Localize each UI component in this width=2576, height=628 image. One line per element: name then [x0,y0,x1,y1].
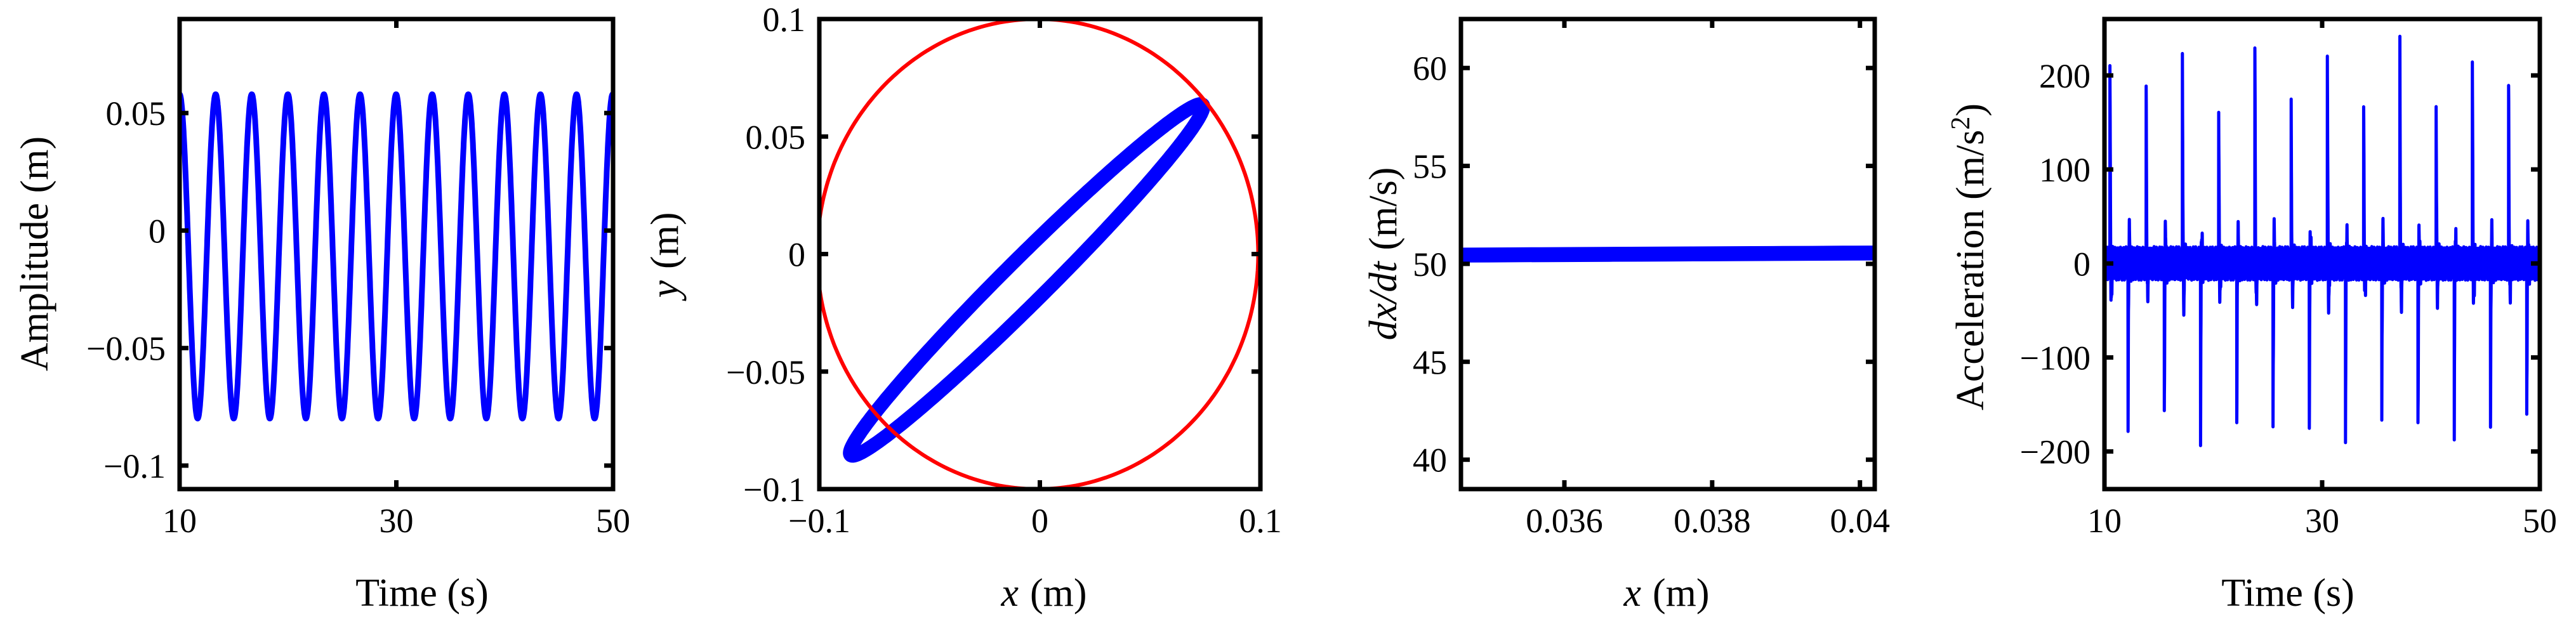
acceleration-ytick-label-2: 0 [2073,245,2091,283]
phase-ylabel: dx/dt (m/s) [1362,167,1405,341]
amplitude-xlabel: Time (s) [355,572,489,615]
orbit-xtick-label-0: −0.1 [788,502,850,540]
acceleration-ytick-label-4: −200 [2020,433,2091,471]
orbit-ytick-label-3: −0.05 [726,353,805,391]
amplitude-series-layer [180,91,613,422]
orbit-ylabel-var: y [644,280,687,302]
acceleration-xtick-label-0: 10 [2087,502,2122,540]
amplitude-ytick-label-1: 0 [149,212,166,250]
acceleration-xtick-label-1: 30 [2305,502,2339,540]
acceleration-ylabel-text: Acceleration (m/s [1949,130,1992,410]
amplitude-ytick-label-0: 0.05 [106,95,166,133]
amplitude-xtick-label-2: 50 [596,502,630,540]
phase-xtick-label-0: 0.036 [1526,502,1603,540]
phase-xlabel: x (m) [1623,572,1709,615]
panel-amplitude: 10 30 50 0.05 0 −0.05 −0.1 Time (s) Amplitude … [13,16,630,615]
orbit-ylabel-unit: (m) [644,212,687,269]
phase-series-layer [1461,245,1875,263]
phase-ytick-label-0: 60 [1413,49,1447,88]
phase-xlabel-var: x [1623,572,1641,615]
amplitude-ytick-label-2: −0.05 [86,330,166,368]
phase-xlabel-unit: (m) [1653,572,1710,615]
phase-ylabel-var: dx/dt [1362,261,1405,341]
phase-ytick-label-3: 45 [1413,343,1447,381]
phase-ytick-label-1: 55 [1413,148,1447,186]
orbit-series-layer [819,19,1260,489]
orbit-series-1 [819,19,1260,489]
acceleration-xlabel: Time (s) [2221,572,2355,615]
acceleration-ytick-label-0: 200 [2039,57,2091,95]
acceleration-ylabel-close: ) [1949,103,1992,117]
phase-plot-area: 0.036 0.038 0.04 60 55 50 45 40 [1413,16,1890,540]
acceleration-plot-area: 10 30 50 200 100 0 −100 −200 [2020,16,2557,540]
amplitude-xtick-label-0: 10 [162,502,197,540]
phase-ylabel-unit: (m/s) [1362,167,1405,251]
orbit-ytick-label-0: 0.1 [763,1,806,39]
panel-orbit-xy: −0.1 0 0.1 0.1 0.05 0 −0.05 −0.1 x (m) y (m) [644,1,1282,615]
acceleration-series-0 [2104,34,2540,447]
orbit-ytick-label-1: 0.05 [746,118,806,156]
phase-xtick-label-2: 0.04 [1830,502,1890,540]
acceleration-series-layer [2104,34,2540,447]
orbit-series-0 [843,97,1211,463]
orbit-xlabel-var: x [1000,572,1019,615]
orbit-xlabel: x (m) [1000,572,1087,615]
orbit-plot-area: −0.1 0 0.1 0.1 0.05 0 −0.05 −0.1 [726,1,1282,540]
amplitude-ytick-label-3: −0.1 [103,447,166,485]
amplitude-series-0 [180,91,613,422]
phase-ytick-label-2: 50 [1413,245,1447,284]
orbit-xtick-label-1: 0 [1031,502,1048,540]
phase-axes-box [1458,16,1877,492]
phase-xtick-label-1: 0.038 [1674,502,1751,540]
amplitude-ylabel: Amplitude (m) [13,136,56,371]
acceleration-ytick-label-1: 100 [2039,151,2091,189]
orbit-xtick-label-2: 0.1 [1239,502,1282,540]
phase-ytick-label-4: 40 [1413,442,1447,480]
amplitude-xtick-label-1: 30 [380,502,414,540]
phase-series-0 [1461,245,1875,263]
orbit-xlabel-unit: (m) [1030,572,1087,615]
orbit-ytick-label-4: −0.1 [743,471,805,509]
acceleration-ylabel-sup: 2 [1946,117,1976,130]
acceleration-ytick-label-3: −100 [2020,339,2091,377]
panel-acceleration: 10 30 50 200 100 0 −100 −200 Time (s) Accelerat… [1946,16,2557,615]
orbit-ylabel: y (m) [644,212,687,301]
acceleration-ylabel: Acceleration (m/s2) [1946,103,1992,410]
panel-phase: 0.036 0.038 0.04 60 55 50 45 40 x (m) dx/dt (m/s) [1362,16,1890,615]
orbit-ytick-label-2: 0 [788,236,805,274]
amplitude-plot-area: 10 30 50 0.05 0 −0.05 −0.1 [86,16,630,540]
acceleration-xtick-label-2: 50 [2523,502,2557,540]
